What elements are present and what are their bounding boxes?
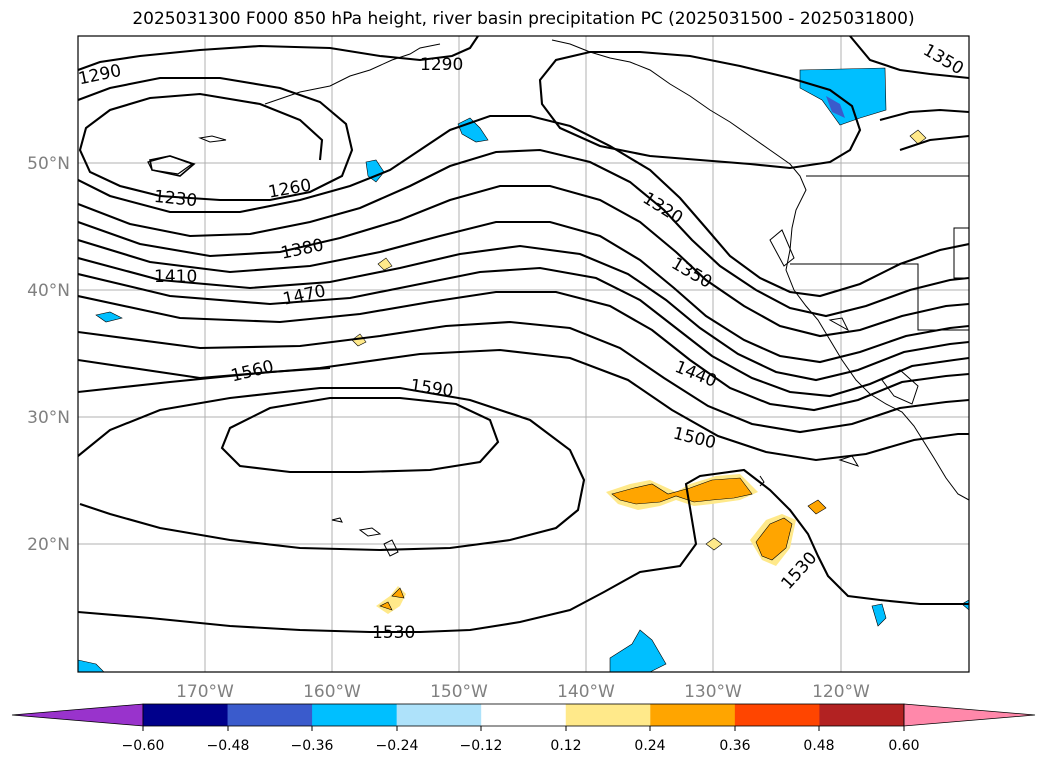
height-contours	[78, 36, 969, 634]
colorbar-segment	[819, 704, 905, 726]
lon-label: 130°W	[684, 682, 742, 702]
longitude-labels: 170°W 160°W 150°W 140°W 130°W 120°W	[176, 682, 870, 702]
latitude-labels: 50°N 40°N 30°N 20°N	[27, 154, 70, 555]
colorbar: −0.60 −0.48 −0.36 −0.24 −0.12 0.12 0.24 …	[11, 703, 1036, 754]
colorbar-tick-label: 0.36	[719, 738, 750, 754]
contour-label: 1530	[372, 623, 415, 643]
contour-label: 1410	[154, 267, 197, 287]
colorbar-segment	[396, 704, 482, 726]
lon-label: 150°W	[430, 682, 488, 702]
colorbar-tick-label: 0.48	[803, 738, 834, 754]
lat-label: 20°N	[27, 535, 70, 555]
colorbar-tick-label: 0.12	[550, 738, 581, 754]
colorbar-tick-label: −0.24	[376, 738, 419, 754]
colorbar-ticks	[142, 726, 905, 731]
lon-label: 160°W	[303, 682, 361, 702]
colorbar-segment	[227, 704, 313, 726]
colorbar-extend-low	[11, 703, 144, 727]
colorbar-outline	[142, 703, 905, 727]
coastlines	[147, 39, 969, 557]
map-background	[78, 36, 969, 672]
lon-label: 170°W	[176, 682, 234, 702]
colorbar-extend-high	[903, 703, 1036, 727]
colorbar-segment	[565, 704, 651, 726]
colorbar-segment	[734, 704, 820, 726]
map-title: 2025031300 F000 850 hPa height, river ba…	[132, 9, 915, 29]
colorbar-segment	[650, 704, 736, 726]
lon-label: 140°W	[557, 682, 615, 702]
colorbar-tick-labels: −0.60 −0.48 −0.36 −0.24 −0.12 0.12 0.24 …	[122, 738, 920, 754]
lat-label: 50°N	[27, 154, 70, 174]
contour-label: 1290	[420, 55, 463, 75]
colorbar-segment	[312, 704, 398, 726]
colorbar-tick-label: 0.24	[634, 738, 665, 754]
graticule	[78, 36, 969, 672]
colorbar-tick-label: −0.48	[207, 738, 250, 754]
lat-label: 40°N	[27, 281, 70, 301]
colorbar-tick-label: −0.12	[460, 738, 503, 754]
colorbar-segment	[481, 704, 567, 726]
lon-label: 120°W	[812, 682, 870, 702]
colorbar-segment	[143, 704, 229, 726]
map-frame	[77, 35, 970, 673]
contour-label: 1230	[153, 187, 198, 211]
colorbar-segments	[11, 703, 1036, 727]
colorbar-tick-label: 0.60	[888, 738, 919, 754]
colorbar-tick-label: −0.60	[122, 738, 165, 754]
precip-shading	[78, 67, 969, 672]
lat-label: 30°N	[27, 408, 70, 428]
colorbar-tick-label: −0.36	[291, 738, 334, 754]
